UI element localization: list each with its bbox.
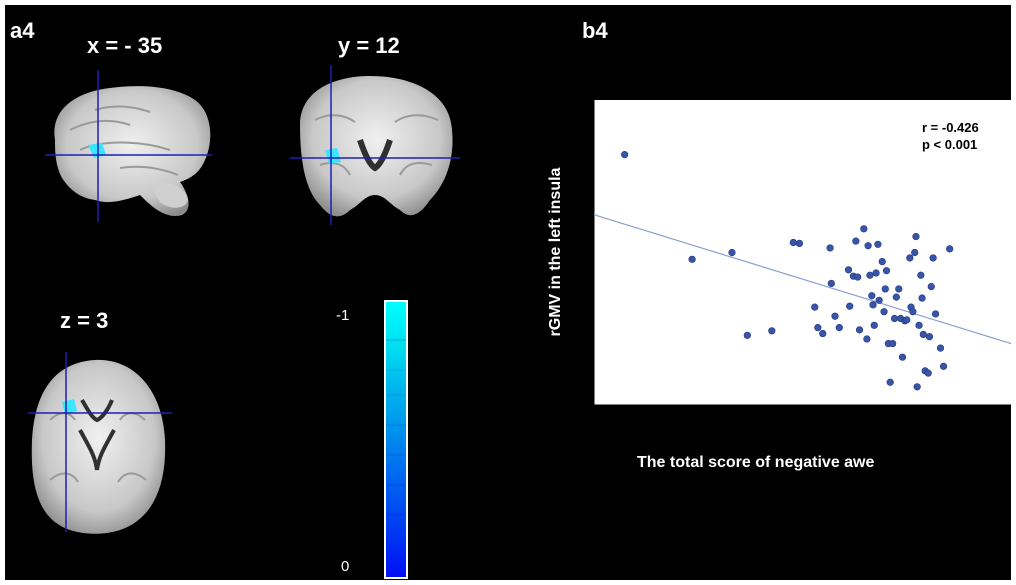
y-tick-label: -1.00: [564, 339, 588, 351]
x-tick-label: -4.00: [610, 410, 634, 422]
data-point: [814, 324, 822, 332]
data-point: [911, 248, 919, 257]
data-point: [866, 271, 874, 279]
panel-a-label: a4: [10, 18, 35, 43]
data-point: [872, 269, 880, 277]
data-point: [895, 285, 903, 293]
axial-coordinate-label: z = 3: [60, 308, 109, 333]
data-point: [819, 329, 827, 338]
data-point: [855, 326, 864, 334]
data-point: [890, 314, 899, 323]
data-point: [889, 339, 897, 348]
y-tick-label: 3.00: [568, 156, 589, 168]
data-point: [924, 369, 932, 377]
y-tick-label: 2.00: [568, 202, 589, 214]
data-point: [915, 321, 923, 329]
data-point: [870, 321, 878, 329]
data-point: [892, 293, 900, 301]
data-point: [878, 258, 886, 266]
colorbar-min-label: 0: [341, 558, 350, 575]
x-tick-label: 2.00: [979, 410, 1000, 422]
data-point: [929, 254, 937, 262]
data-point: [925, 333, 934, 341]
data-point: [863, 335, 871, 343]
data-point: [912, 232, 920, 241]
data-point: [909, 308, 917, 316]
data-point: [728, 248, 736, 257]
scatter-plot-background: [594, 100, 1011, 405]
data-point: [886, 378, 894, 386]
data-point: [913, 383, 921, 391]
data-point: [789, 238, 797, 247]
data-point: [868, 292, 876, 300]
data-point: [927, 283, 935, 291]
data-point: [882, 267, 891, 275]
data-point: [768, 327, 776, 335]
data-point: [881, 285, 889, 293]
data-point: [831, 312, 839, 320]
data-point: [743, 331, 751, 339]
data-point: [621, 151, 629, 159]
y-tick-label: 1.00: [568, 248, 589, 260]
y-axis-title: rGMV in the left insula: [547, 167, 564, 337]
data-point: [936, 344, 945, 352]
colorbar: [384, 300, 408, 579]
x-tick-label: -2.00: [732, 410, 756, 422]
data-point: [903, 316, 911, 324]
panel-b-label: b4: [582, 18, 608, 43]
data-point: [880, 308, 888, 316]
x-tick-label: -3.00: [671, 410, 695, 422]
data-point: [946, 245, 954, 253]
y-tick-label: -2.00: [564, 384, 588, 396]
x-tick-label: 1.00: [918, 410, 939, 422]
p-value-annotation: p < 0.001: [922, 137, 977, 152]
data-point: [917, 271, 925, 279]
data-point: [795, 239, 804, 247]
data-point: [826, 244, 834, 252]
sagittal-coordinate-label: x = - 35: [87, 33, 163, 58]
y-tick-label: .00: [573, 293, 588, 305]
data-point: [919, 330, 927, 339]
data-point: [854, 273, 862, 281]
y-tick-label: 4.00: [568, 111, 589, 123]
coronal-coordinate-label: y = 12: [338, 33, 400, 58]
colorbar-max-label: -1: [336, 307, 350, 324]
data-point: [811, 303, 819, 311]
correlation-annotation: r = -0.426: [922, 120, 979, 135]
data-point: [906, 254, 914, 262]
data-point: [931, 310, 940, 318]
data-point: [864, 242, 872, 250]
data-point: [918, 294, 926, 302]
data-point: [846, 302, 854, 310]
data-point: [835, 324, 843, 332]
data-point: [869, 301, 877, 309]
data-point: [874, 240, 882, 248]
data-point: [688, 255, 696, 263]
data-point: [939, 362, 948, 370]
x-tick-label: -1.00: [794, 410, 818, 422]
data-point: [827, 279, 835, 288]
data-point: [844, 266, 853, 274]
data-point: [875, 296, 883, 304]
data-point: [860, 225, 868, 233]
x-tick-label: .00: [860, 410, 875, 422]
data-point: [852, 237, 860, 245]
x-axis-title: The total score of negative awe: [637, 454, 875, 471]
regression-line: [593, 214, 1012, 345]
data-point: [898, 353, 907, 361]
